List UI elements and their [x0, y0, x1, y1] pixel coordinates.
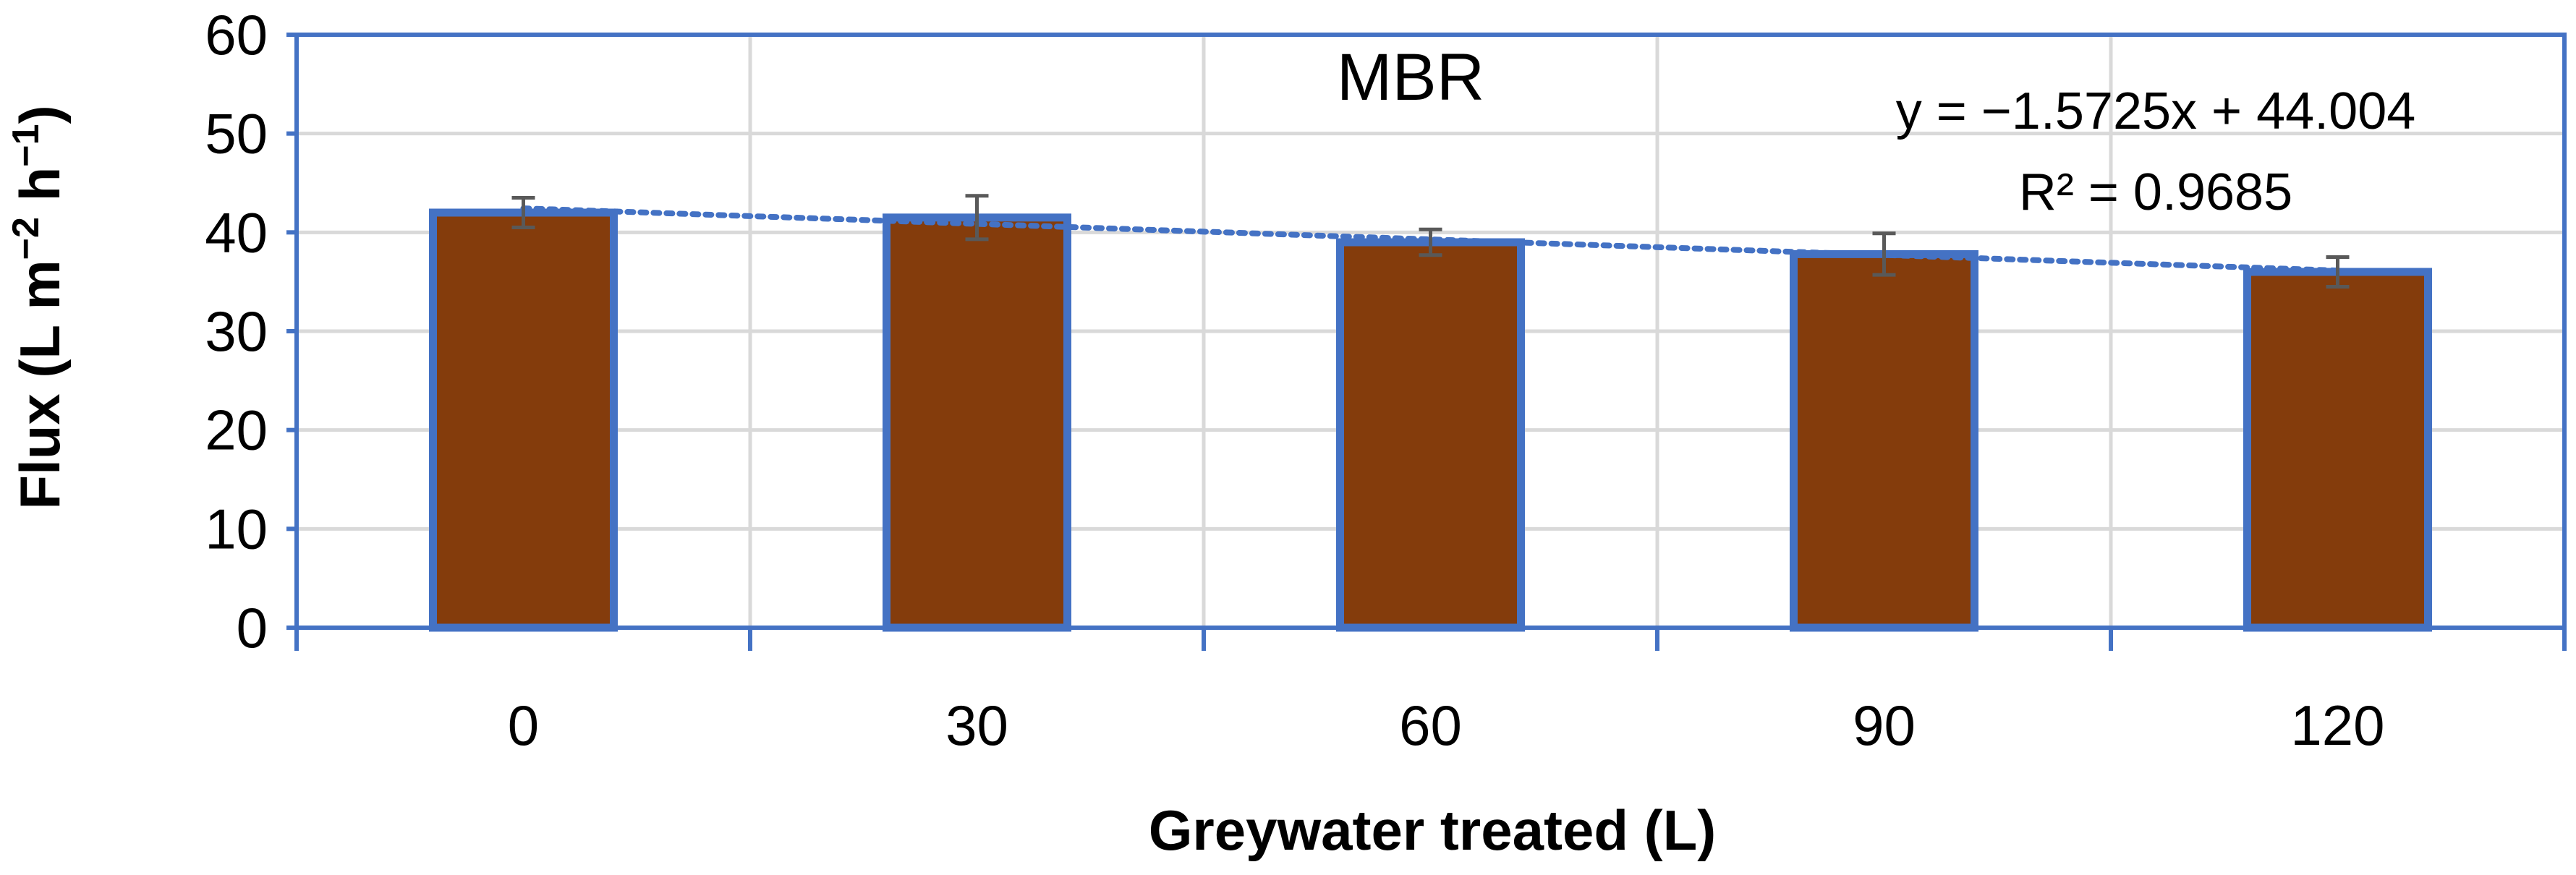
- x-tick-0: 0: [508, 693, 539, 757]
- plot-border: [294, 33, 2567, 630]
- x-tick-labels: 0 30 60 90 120: [508, 693, 2385, 757]
- y-tick-labels: 0 10 20 30 40 50 60: [205, 3, 268, 660]
- x-tick-120: 120: [2290, 693, 2384, 757]
- y-tick-20: 20: [205, 398, 268, 462]
- x-tick-90: 90: [1853, 693, 1916, 757]
- trendline-group: [520, 205, 2341, 274]
- bar-90: [1790, 249, 1978, 632]
- y-axis-title-exp1: −2: [5, 217, 47, 260]
- x-axis-title: Greywater treated (L): [1149, 798, 1717, 862]
- y-axis-title-mid: h: [8, 167, 72, 217]
- bar-120: [2243, 268, 2432, 632]
- axes: [286, 33, 2567, 651]
- y-tick-30: 30: [205, 299, 268, 363]
- y-axis-title-end: ): [8, 105, 72, 124]
- y-tick-50: 50: [205, 102, 268, 166]
- y-tick-60: 60: [205, 3, 268, 67]
- trendline-r-squared: R² = 0.9685: [2019, 163, 2292, 221]
- trendline: [520, 205, 2341, 274]
- error-bars: [511, 194, 2350, 289]
- y-tick-10: 10: [205, 497, 268, 560]
- x-tick-30: 30: [945, 693, 1008, 757]
- y-axis-title-exp2: −1: [5, 124, 47, 166]
- bar-60: [1336, 238, 1525, 632]
- bar-30: [883, 213, 1071, 632]
- trendline-equation: y = −1.5725x + 44.004: [1896, 82, 2416, 140]
- bar-0: [429, 208, 618, 632]
- x-tick-60: 60: [1399, 693, 1462, 757]
- chart-title: MBR: [1337, 40, 1484, 114]
- y-tick-0: 0: [237, 596, 268, 660]
- y-tick-40: 40: [205, 200, 268, 264]
- y-axis-title: Flux (L m−2 h−1): [5, 105, 72, 509]
- y-axis-title-main: Flux (L m: [8, 260, 72, 509]
- bars: [429, 208, 2432, 632]
